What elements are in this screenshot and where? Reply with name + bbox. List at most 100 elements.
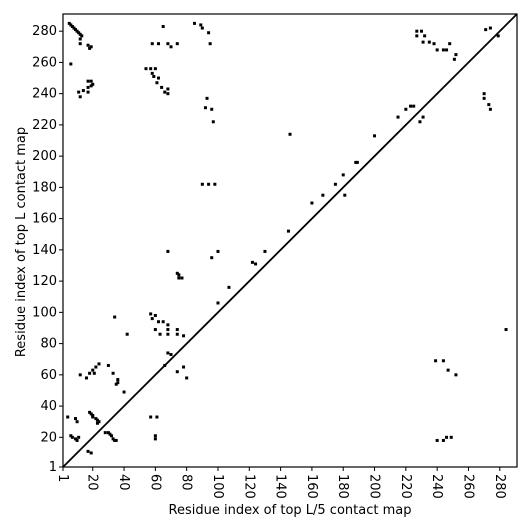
- contact-point: [86, 90, 90, 94]
- contact-point: [78, 95, 82, 99]
- contact-point: [175, 370, 179, 374]
- contact-point: [97, 362, 101, 366]
- contact-point: [75, 438, 79, 442]
- contact-point: [227, 285, 231, 289]
- contact-point: [89, 451, 93, 455]
- contact-point: [482, 96, 486, 100]
- contact-point: [155, 81, 159, 85]
- contact-point: [160, 85, 164, 89]
- contact-point: [111, 437, 115, 441]
- contact-point: [77, 31, 81, 35]
- contact-point: [156, 320, 160, 324]
- contact-point: [175, 42, 179, 46]
- contact-point: [415, 34, 419, 38]
- contact-point: [149, 67, 153, 71]
- contact-point: [175, 271, 179, 275]
- plot-frame: [62, 13, 518, 468]
- contact-point: [150, 317, 154, 321]
- x-tick-label: 60: [147, 474, 162, 491]
- contact-point: [163, 90, 167, 94]
- contact-point: [116, 378, 120, 382]
- contact-point: [446, 368, 450, 372]
- contact-point: [103, 431, 107, 435]
- contact-point: [211, 120, 215, 124]
- contact-point: [200, 182, 204, 186]
- contact-point: [156, 76, 160, 80]
- contact-point: [89, 412, 93, 416]
- contact-point: [86, 43, 90, 47]
- contact-point: [310, 201, 314, 205]
- contact-point: [250, 260, 254, 264]
- x-tick-label: 140: [273, 474, 288, 499]
- contact-point: [412, 104, 416, 108]
- contact-point: [182, 365, 186, 369]
- contact-point: [106, 431, 110, 435]
- contact-point: [114, 438, 118, 442]
- contact-point: [175, 328, 179, 332]
- contact-point: [263, 249, 267, 253]
- x-tick-label: 280: [492, 474, 507, 499]
- contact-point: [89, 45, 93, 49]
- contact-point: [150, 42, 154, 46]
- y-tick-label: 60: [40, 368, 57, 383]
- contact-point: [445, 48, 449, 52]
- contact-point: [166, 92, 170, 96]
- x-tick-label: 260: [460, 474, 475, 499]
- contact-point: [488, 26, 492, 30]
- contact-point: [66, 415, 70, 419]
- contact-point: [452, 57, 456, 61]
- contact-point: [161, 320, 165, 324]
- x-tick-label: 160: [304, 474, 319, 499]
- contact-point: [423, 34, 427, 38]
- contact-point: [91, 368, 95, 372]
- contact-point: [97, 420, 101, 424]
- x-tick-label: 120: [241, 474, 256, 499]
- contact-point: [116, 381, 120, 385]
- contact-point: [122, 390, 126, 394]
- contact-point: [74, 417, 78, 421]
- contact-point: [114, 382, 118, 386]
- contact-point: [355, 160, 359, 164]
- contact-point: [504, 328, 508, 332]
- contact-point: [449, 435, 453, 439]
- x-tick-label: 40: [116, 474, 131, 491]
- contact-point: [427, 40, 431, 44]
- contact-point: [169, 45, 173, 49]
- contact-point: [91, 413, 95, 417]
- contact-point: [166, 87, 170, 91]
- contact-point: [434, 359, 438, 363]
- contact-point: [91, 82, 95, 86]
- contact-point: [69, 62, 73, 66]
- x-tick-label: 20: [85, 474, 100, 491]
- contact-point: [454, 53, 458, 57]
- contact-point: [153, 328, 157, 332]
- contact-point: [86, 449, 90, 453]
- y-tick-label: 180: [32, 180, 57, 195]
- contact-point: [199, 23, 203, 27]
- contact-point: [110, 434, 114, 438]
- y-tick-label: 80: [40, 337, 57, 352]
- contact-point: [210, 256, 214, 260]
- y-tick-label: 40: [40, 399, 57, 414]
- contact-point: [161, 24, 165, 28]
- contact-point: [441, 438, 445, 442]
- contact-point: [152, 74, 156, 78]
- contact-point: [203, 106, 207, 110]
- contact-point: [208, 42, 212, 46]
- x-tick-label: 240: [429, 474, 444, 499]
- contact-point: [75, 29, 79, 33]
- contact-point: [404, 107, 408, 111]
- contact-point: [435, 438, 439, 442]
- contact-point: [343, 193, 347, 197]
- contact-point: [149, 312, 153, 316]
- contact-point: [321, 193, 325, 197]
- contact-point: [396, 115, 400, 119]
- contact-point: [185, 376, 189, 380]
- contact-point: [418, 120, 422, 124]
- contact-point: [86, 79, 90, 83]
- contact-point: [144, 67, 148, 71]
- x-tick-label: 1: [55, 474, 70, 482]
- x-tick-label: 220: [398, 474, 413, 499]
- y-tick-label: 220: [32, 118, 57, 133]
